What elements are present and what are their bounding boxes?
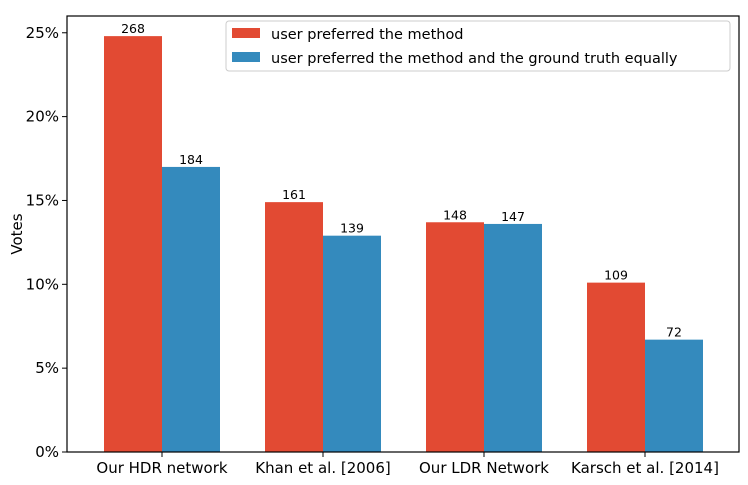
plot-frame <box>66 15 740 453</box>
bar-series-1-2 <box>265 202 323 452</box>
x-axis-ticks: Our HDR network Khan et al. [2006] Our LDR… <box>96 452 719 477</box>
x-tick-label: Khan et al. [2006] <box>255 459 390 477</box>
data-label-series-1-3: 148 <box>443 207 467 222</box>
y-tick-label: 10% <box>26 275 59 293</box>
legend: user preferred the method user preferred… <box>225 20 731 72</box>
y-axis-ticks: 0% 5% 10% 15% 20% 25% <box>26 24 67 461</box>
data-label-series-2-3: 147 <box>501 209 525 224</box>
bars-layer <box>104 36 703 452</box>
y-tick-label: 0% <box>35 443 59 461</box>
legend-frame <box>225 20 731 72</box>
y-tick-label: 5% <box>35 359 59 377</box>
x-tick-label: Our LDR Network <box>419 459 549 477</box>
y-tick-label: 20% <box>26 108 59 126</box>
legend-label-series-2: user preferred the method and the ground… <box>271 51 678 67</box>
bar-series-1-1 <box>104 36 162 452</box>
data-label-series-2-4: 72 <box>666 325 682 340</box>
bar-series-2-3 <box>484 223 542 452</box>
legend-swatch-series-1 <box>232 28 260 38</box>
bar-series-2-1 <box>162 166 220 452</box>
bar-series-1-4 <box>587 282 645 452</box>
data-label-series-2-1: 184 <box>179 152 203 167</box>
data-label-series-1-2: 161 <box>282 187 306 202</box>
data-label-series-1-1: 268 <box>121 21 145 36</box>
legend-label-series-1: user preferred the method <box>271 27 464 43</box>
data-label-series-2-2: 139 <box>340 221 364 236</box>
x-tick-label: Our HDR network <box>96 459 227 477</box>
y-tick-label: 15% <box>26 191 59 209</box>
bar-series-1-3 <box>426 222 484 452</box>
legend-entry-series-2: user preferred the method and the ground… <box>232 51 678 67</box>
y-axis-title: Votes <box>8 213 26 254</box>
bar-series-2-4 <box>645 339 703 452</box>
data-label-series-1-4: 109 <box>604 268 628 283</box>
legend-swatch-series-2 <box>232 52 260 62</box>
data-labels-layer: 268 161 148 109 184 139 147 72 <box>121 21 682 340</box>
bar-series-2-2 <box>323 235 381 452</box>
y-tick-label: 25% <box>26 24 59 42</box>
legend-entry-series-1: user preferred the method <box>232 27 464 43</box>
x-tick-label: Karsch et al. [2014] <box>571 459 719 477</box>
